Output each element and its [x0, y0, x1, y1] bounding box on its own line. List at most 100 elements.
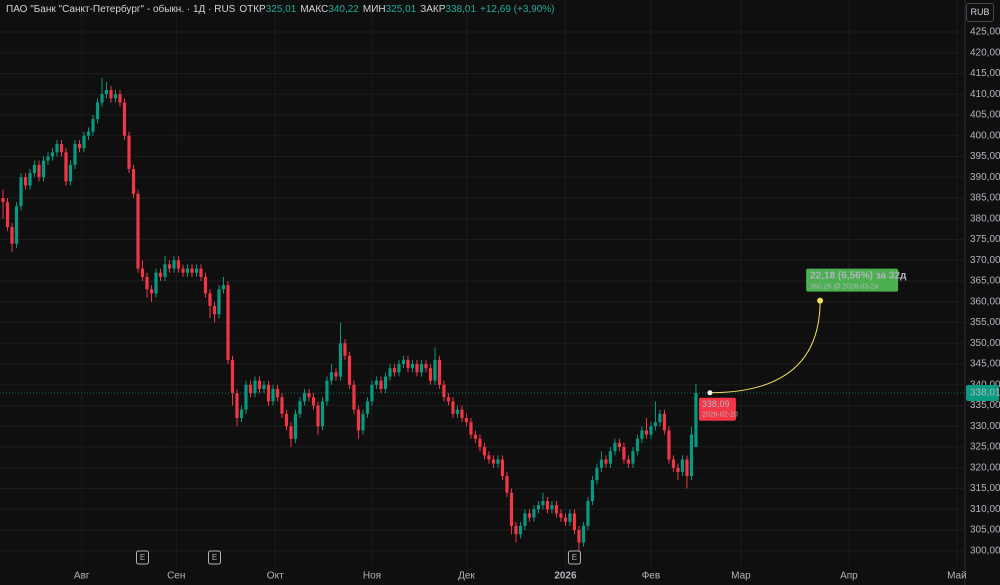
- candle-body: [428, 368, 433, 381]
- candle-body: [14, 206, 19, 244]
- candle-body: [127, 135, 131, 169]
- candle-body: [181, 268, 185, 273]
- y-tick-label: 425,00: [970, 27, 1000, 38]
- candle-body: [658, 413, 662, 423]
- candle-body: [397, 364, 401, 373]
- candle-body: [212, 305, 217, 315]
- event-box: [207, 550, 221, 565]
- candle-body: [568, 513, 572, 522]
- candle-body: [365, 401, 370, 414]
- candle-body: [140, 268, 145, 277]
- candle-body: [91, 119, 95, 132]
- y-tick-label: 335,00: [970, 400, 1000, 411]
- candle-body: [28, 173, 32, 186]
- candle-body: [383, 376, 388, 389]
- candle-body: [662, 413, 667, 431]
- y-tick-label: 420,00: [970, 47, 1000, 58]
- candle-body: [464, 417, 469, 423]
- candle-body: [226, 285, 230, 360]
- candle-body: [370, 384, 374, 402]
- y-tick-label: 410,00: [970, 89, 1000, 100]
- y-tick-label: 395,00: [970, 151, 1000, 162]
- candle-body: [167, 264, 172, 269]
- candle-body: [388, 368, 392, 377]
- candle-body: [563, 517, 568, 522]
- candle-body: [338, 343, 343, 377]
- candle-body: [73, 144, 77, 165]
- y-tick-label: 300,00: [970, 545, 1000, 556]
- symbol-header: ПАО "Банк "Санкт-Петербург" - обыкн. · 1…: [6, 4, 555, 15]
- ohlc-value: 340,22: [328, 4, 359, 15]
- y-tick-label: 310,00: [970, 504, 1000, 515]
- y-tick-label: 385,00: [970, 193, 1000, 204]
- symbol-title: ПАО "Банк "Санкт-Петербург" - обыкн. · 1…: [6, 4, 236, 15]
- candle-body: [415, 364, 419, 373]
- candle-body: [10, 227, 14, 244]
- y-tick-label: 325,00: [970, 442, 1000, 453]
- candle-body: [68, 164, 73, 182]
- candle-body: [689, 434, 694, 477]
- candle-body: [221, 285, 226, 290]
- candle-body: [469, 422, 473, 435]
- candle-body: [149, 289, 154, 294]
- event-label: E: [212, 553, 217, 562]
- candle-body: [50, 152, 55, 157]
- ohlc-value: 325,01: [385, 4, 417, 15]
- candle-body: [293, 413, 298, 439]
- y-tick-label: 360,00: [970, 296, 1000, 307]
- candle-body: [653, 422, 658, 427]
- x-tick-label: 2026: [554, 571, 577, 582]
- candle-body: [280, 397, 284, 414]
- candle-body: [271, 388, 275, 402]
- candle-body: [572, 513, 577, 531]
- candle-body: [509, 492, 514, 526]
- candle-body: [527, 513, 532, 518]
- candle-body: [460, 409, 464, 418]
- candle-body: [118, 94, 122, 103]
- candle-body: [424, 364, 428, 369]
- forecast-sublabel: 360,26 @ 2026-03-24: [810, 284, 878, 291]
- candle-body: [514, 525, 518, 535]
- candle-body: [158, 272, 163, 277]
- y-tick-label: 340,00: [970, 379, 1000, 390]
- candle-body: [410, 364, 415, 369]
- candle-body: [37, 164, 41, 178]
- currency-button[interactable]: RUB: [966, 3, 994, 22]
- candle-body: [55, 144, 59, 153]
- candle-body: [640, 430, 644, 439]
- last-price-box: [966, 385, 999, 402]
- x-tick-label: Май: [947, 571, 967, 582]
- y-tick-label: 345,00: [970, 359, 1000, 370]
- candle-body: [64, 152, 68, 182]
- candle-body: [154, 272, 158, 294]
- candle-body: [104, 90, 109, 95]
- ohlc-label: МАКС: [300, 4, 329, 15]
- forecast-box: [806, 268, 899, 292]
- candle-body: [325, 380, 329, 402]
- y-tick-label: 380,00: [970, 213, 1000, 224]
- ohlc-label: ЗАКР: [420, 4, 446, 15]
- candle-body: [541, 501, 545, 506]
- candle-body: [100, 94, 104, 103]
- candle-body: [298, 401, 302, 414]
- candle-body: [491, 459, 496, 464]
- candle-body: [244, 384, 248, 410]
- candle-body: [343, 343, 347, 356]
- event-label: E: [572, 553, 577, 562]
- candle-body: [379, 380, 383, 389]
- candle-body: [532, 509, 536, 518]
- candle-body: [451, 401, 455, 414]
- candle-body: [455, 409, 460, 414]
- candle-body: [86, 131, 91, 136]
- candle-body: [473, 434, 478, 439]
- candle-body: [302, 393, 307, 402]
- candle-body: [604, 459, 608, 464]
- x-tick-label: Ноя: [363, 571, 381, 582]
- event-box: [567, 550, 581, 565]
- ohlc-label: МИН: [362, 4, 386, 15]
- candle-body: [613, 442, 617, 452]
- candle-body: [671, 459, 676, 468]
- candle-body: [208, 293, 212, 306]
- y-tick-label: 370,00: [970, 255, 1000, 266]
